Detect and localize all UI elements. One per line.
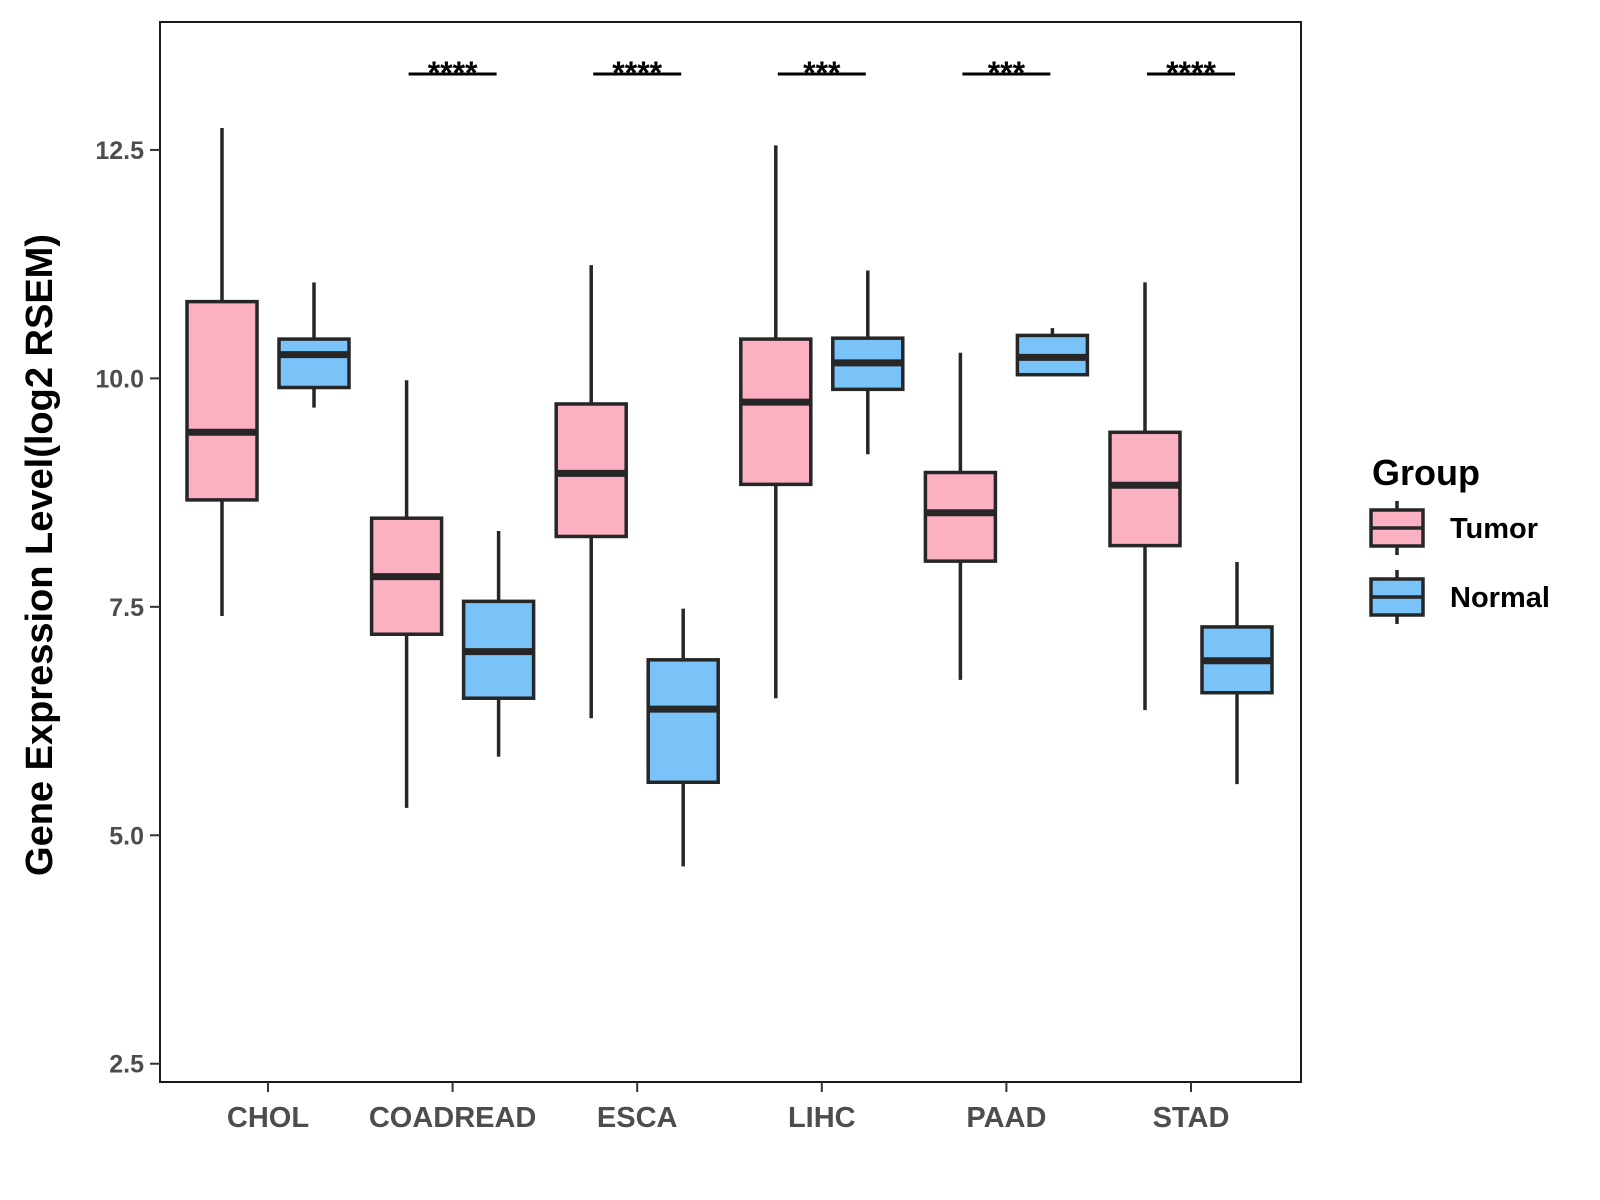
significance-label: *** xyxy=(803,55,841,91)
box-tumor-stad xyxy=(1108,282,1182,711)
y-tick-label: 5.0 xyxy=(109,822,144,850)
box-tumor-paad xyxy=(923,352,998,680)
legend: Group Tumor Normal xyxy=(1369,452,1550,624)
legend-item-normal: Normal xyxy=(1369,570,1550,624)
box-normal-coadread xyxy=(461,530,536,757)
box-normal-stad xyxy=(1200,562,1274,785)
legend-label: Normal xyxy=(1450,582,1550,614)
x-tick-label: CHOL xyxy=(227,1102,309,1134)
legend-title: Group xyxy=(1372,452,1480,493)
box-tumor-esca xyxy=(554,265,628,719)
box-normal-lihc xyxy=(831,270,905,455)
box-normal-paad xyxy=(1015,328,1090,377)
box-body xyxy=(277,337,351,390)
box-body xyxy=(1108,430,1182,548)
y-axis-title: Gene Expression Level(log2 RSEM) xyxy=(19,234,61,876)
x-tick-label: PAAD xyxy=(966,1102,1046,1134)
box-body xyxy=(185,299,259,502)
y-tick-label: 12.5 xyxy=(95,137,144,165)
y-tick-label: 10.0 xyxy=(95,365,144,393)
legend-label: Tumor xyxy=(1450,513,1538,545)
box-body xyxy=(646,658,720,785)
significance-label: **** xyxy=(428,55,478,91)
significance-label: *** xyxy=(988,55,1026,91)
legend-item-tumor: Tumor xyxy=(1369,501,1538,555)
box-tumor-coadread xyxy=(369,380,444,808)
x-tick-label: ESCA xyxy=(597,1102,678,1134)
box-body xyxy=(739,337,813,487)
box-normal-esca xyxy=(646,608,720,867)
box-tumor-lihc xyxy=(739,145,813,699)
y-tick-label: 7.5 xyxy=(109,594,144,622)
x-tick-label: LIHC xyxy=(788,1102,856,1134)
box-normal-chol xyxy=(277,282,351,408)
significance-label: **** xyxy=(612,55,662,91)
plot-panel-border xyxy=(159,21,1302,1083)
significance-label: **** xyxy=(1166,55,1216,91)
x-tick-label: COADREAD xyxy=(369,1102,537,1134)
legend-items: Tumor Normal xyxy=(1369,501,1550,624)
y-tick-label: 2.5 xyxy=(109,1051,144,1079)
box-body xyxy=(923,470,998,563)
plot-area: 2.5 5.0 7.5 10.0 12.5 CHOL COADREAD ESCA LIHC PAA… xyxy=(95,21,1302,1134)
box-tumor-chol xyxy=(185,128,259,616)
x-tick-label: STAD xyxy=(1153,1102,1230,1134)
